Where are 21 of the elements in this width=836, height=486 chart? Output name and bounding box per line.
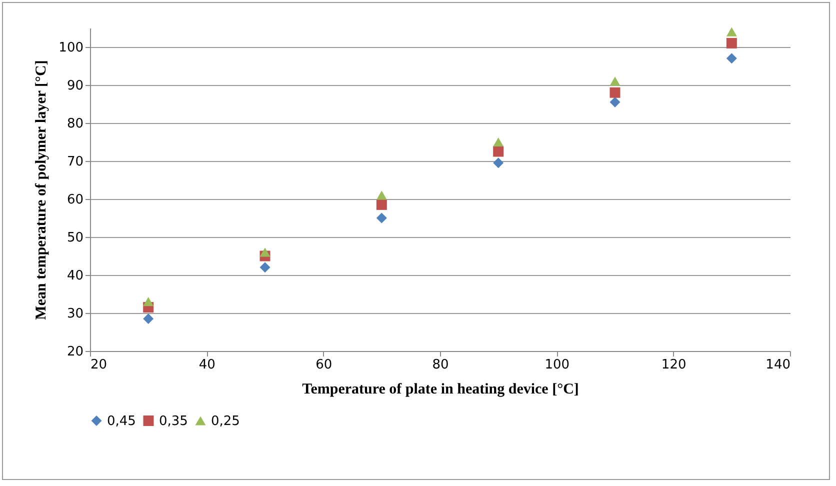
y-tick-label: 60	[66, 192, 84, 208]
x-tick-label: 100	[544, 358, 570, 372]
y-axis-title: Mean temperature of polymer layer [°C]	[34, 60, 50, 320]
x-tick-label: 120	[661, 358, 686, 372]
x-tick-label: 40	[198, 358, 216, 372]
legend-label: 0,25	[211, 414, 240, 429]
y-tick-label: 20	[66, 344, 84, 360]
y-tick-label: 100	[58, 40, 84, 56]
y-tick-label: 90	[66, 78, 84, 94]
x-axis-title: Temperature of plate in heating device [°C]	[302, 382, 579, 398]
x-tick-label: 20	[90, 358, 108, 372]
y-tick-label: 70	[66, 154, 84, 170]
x-tick-label: 80	[432, 358, 449, 372]
legend-label: 0,35	[159, 414, 188, 429]
y-tick-label: 30	[66, 306, 84, 322]
y-tick-label: 80	[66, 116, 84, 132]
y-tick-label: 40	[66, 268, 84, 284]
x-tick-label: 140	[766, 358, 790, 372]
y-tick-label: 50	[66, 230, 84, 246]
legend-label: 0,45	[107, 414, 136, 429]
x-tick-label: 60	[316, 358, 332, 372]
